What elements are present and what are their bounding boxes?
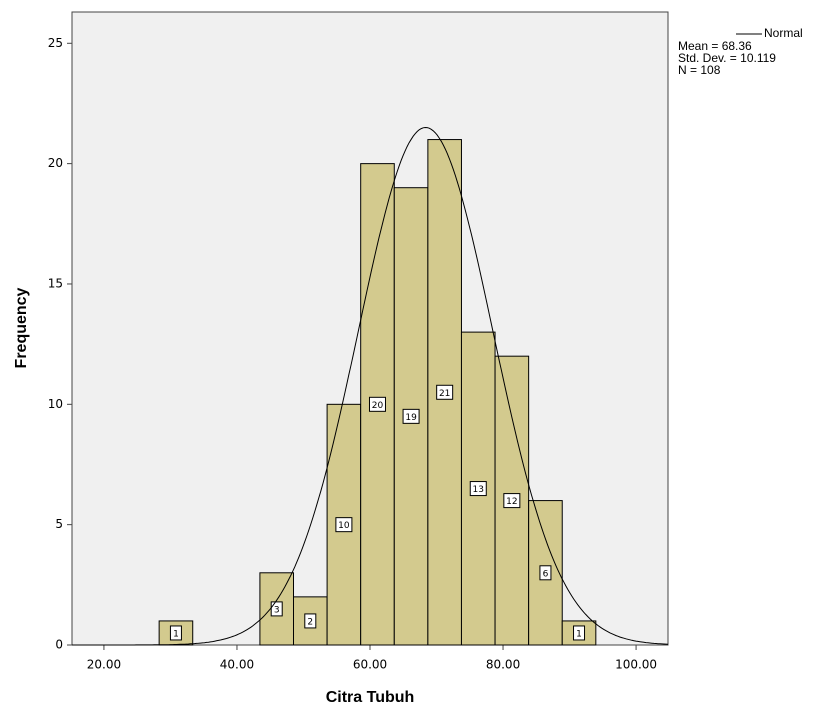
x-tick-label: 100.00 [615,658,657,672]
data-label: 10 [338,521,350,531]
data-label: 3 [274,605,280,615]
x-tick-label: 60.00 [353,658,387,672]
legend-stat: N = 108 [678,63,721,77]
y-tick-label: 10 [48,397,63,411]
x-axis-title: Citra Tubuh [326,689,415,706]
y-axis-title: Frequency [13,287,30,368]
data-label: 1 [173,629,179,639]
data-label: 20 [372,401,384,411]
y-tick-label: 0 [55,638,63,652]
data-label: 21 [439,389,450,399]
legend-label: Normal [764,26,803,40]
data-label: 6 [543,569,549,579]
data-label: 1 [576,629,582,639]
x-tick-label: 20.00 [87,658,121,672]
y-tick-label: 20 [48,156,63,170]
y-tick-label: 5 [55,517,63,531]
data-label: 13 [473,485,484,495]
data-label: 12 [506,497,517,507]
x-tick-label: 40.00 [220,658,254,672]
y-tick-label: 15 [48,276,63,290]
data-label: 19 [405,413,417,423]
y-tick-label: 25 [48,36,63,50]
chart: Citra Tubuh Frequency 0 5 10 15 20 25 20.00 40.… [0,0,815,716]
data-label: 2 [307,617,313,627]
x-tick-label: 80.00 [486,658,520,672]
